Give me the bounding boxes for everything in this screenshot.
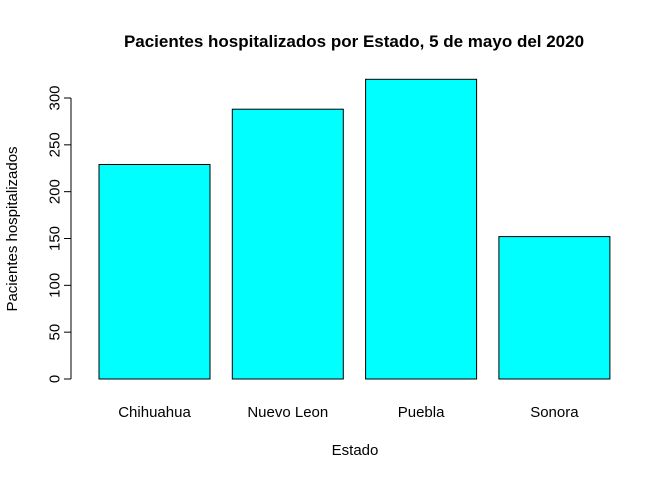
y-tick-label: 0 bbox=[47, 375, 64, 383]
y-tick-label: 100 bbox=[47, 273, 64, 298]
x-axis-label: Estado bbox=[332, 442, 379, 459]
x-tick-labels: Chihuahua Nuevo Leon Puebla Sonora bbox=[118, 404, 579, 421]
x-tick-label: Nuevo Leon bbox=[247, 404, 328, 421]
bars-group bbox=[98, 78, 611, 380]
y-tick-label: 150 bbox=[47, 226, 64, 251]
x-tick-label: Sonora bbox=[530, 404, 579, 421]
bar-puebla bbox=[365, 78, 478, 380]
y-axis: 0 50 100 150 200 250 300 bbox=[47, 85, 72, 383]
y-axis-label: Pacientes hospitalizados bbox=[4, 146, 21, 311]
bar-chihuahua bbox=[98, 164, 211, 380]
bar-nuevo-leon bbox=[231, 108, 344, 380]
y-tick-label: 50 bbox=[47, 324, 64, 341]
y-tick-label: 200 bbox=[47, 179, 64, 204]
y-tick-label: 250 bbox=[47, 132, 64, 157]
bar-sonora bbox=[498, 236, 611, 380]
chart-title: Pacientes hospitalizados por Estado, 5 d… bbox=[124, 32, 584, 51]
x-tick-label: Chihuahua bbox=[118, 404, 191, 421]
y-tick-label: 300 bbox=[47, 85, 64, 110]
x-tick-label: Puebla bbox=[398, 404, 445, 421]
